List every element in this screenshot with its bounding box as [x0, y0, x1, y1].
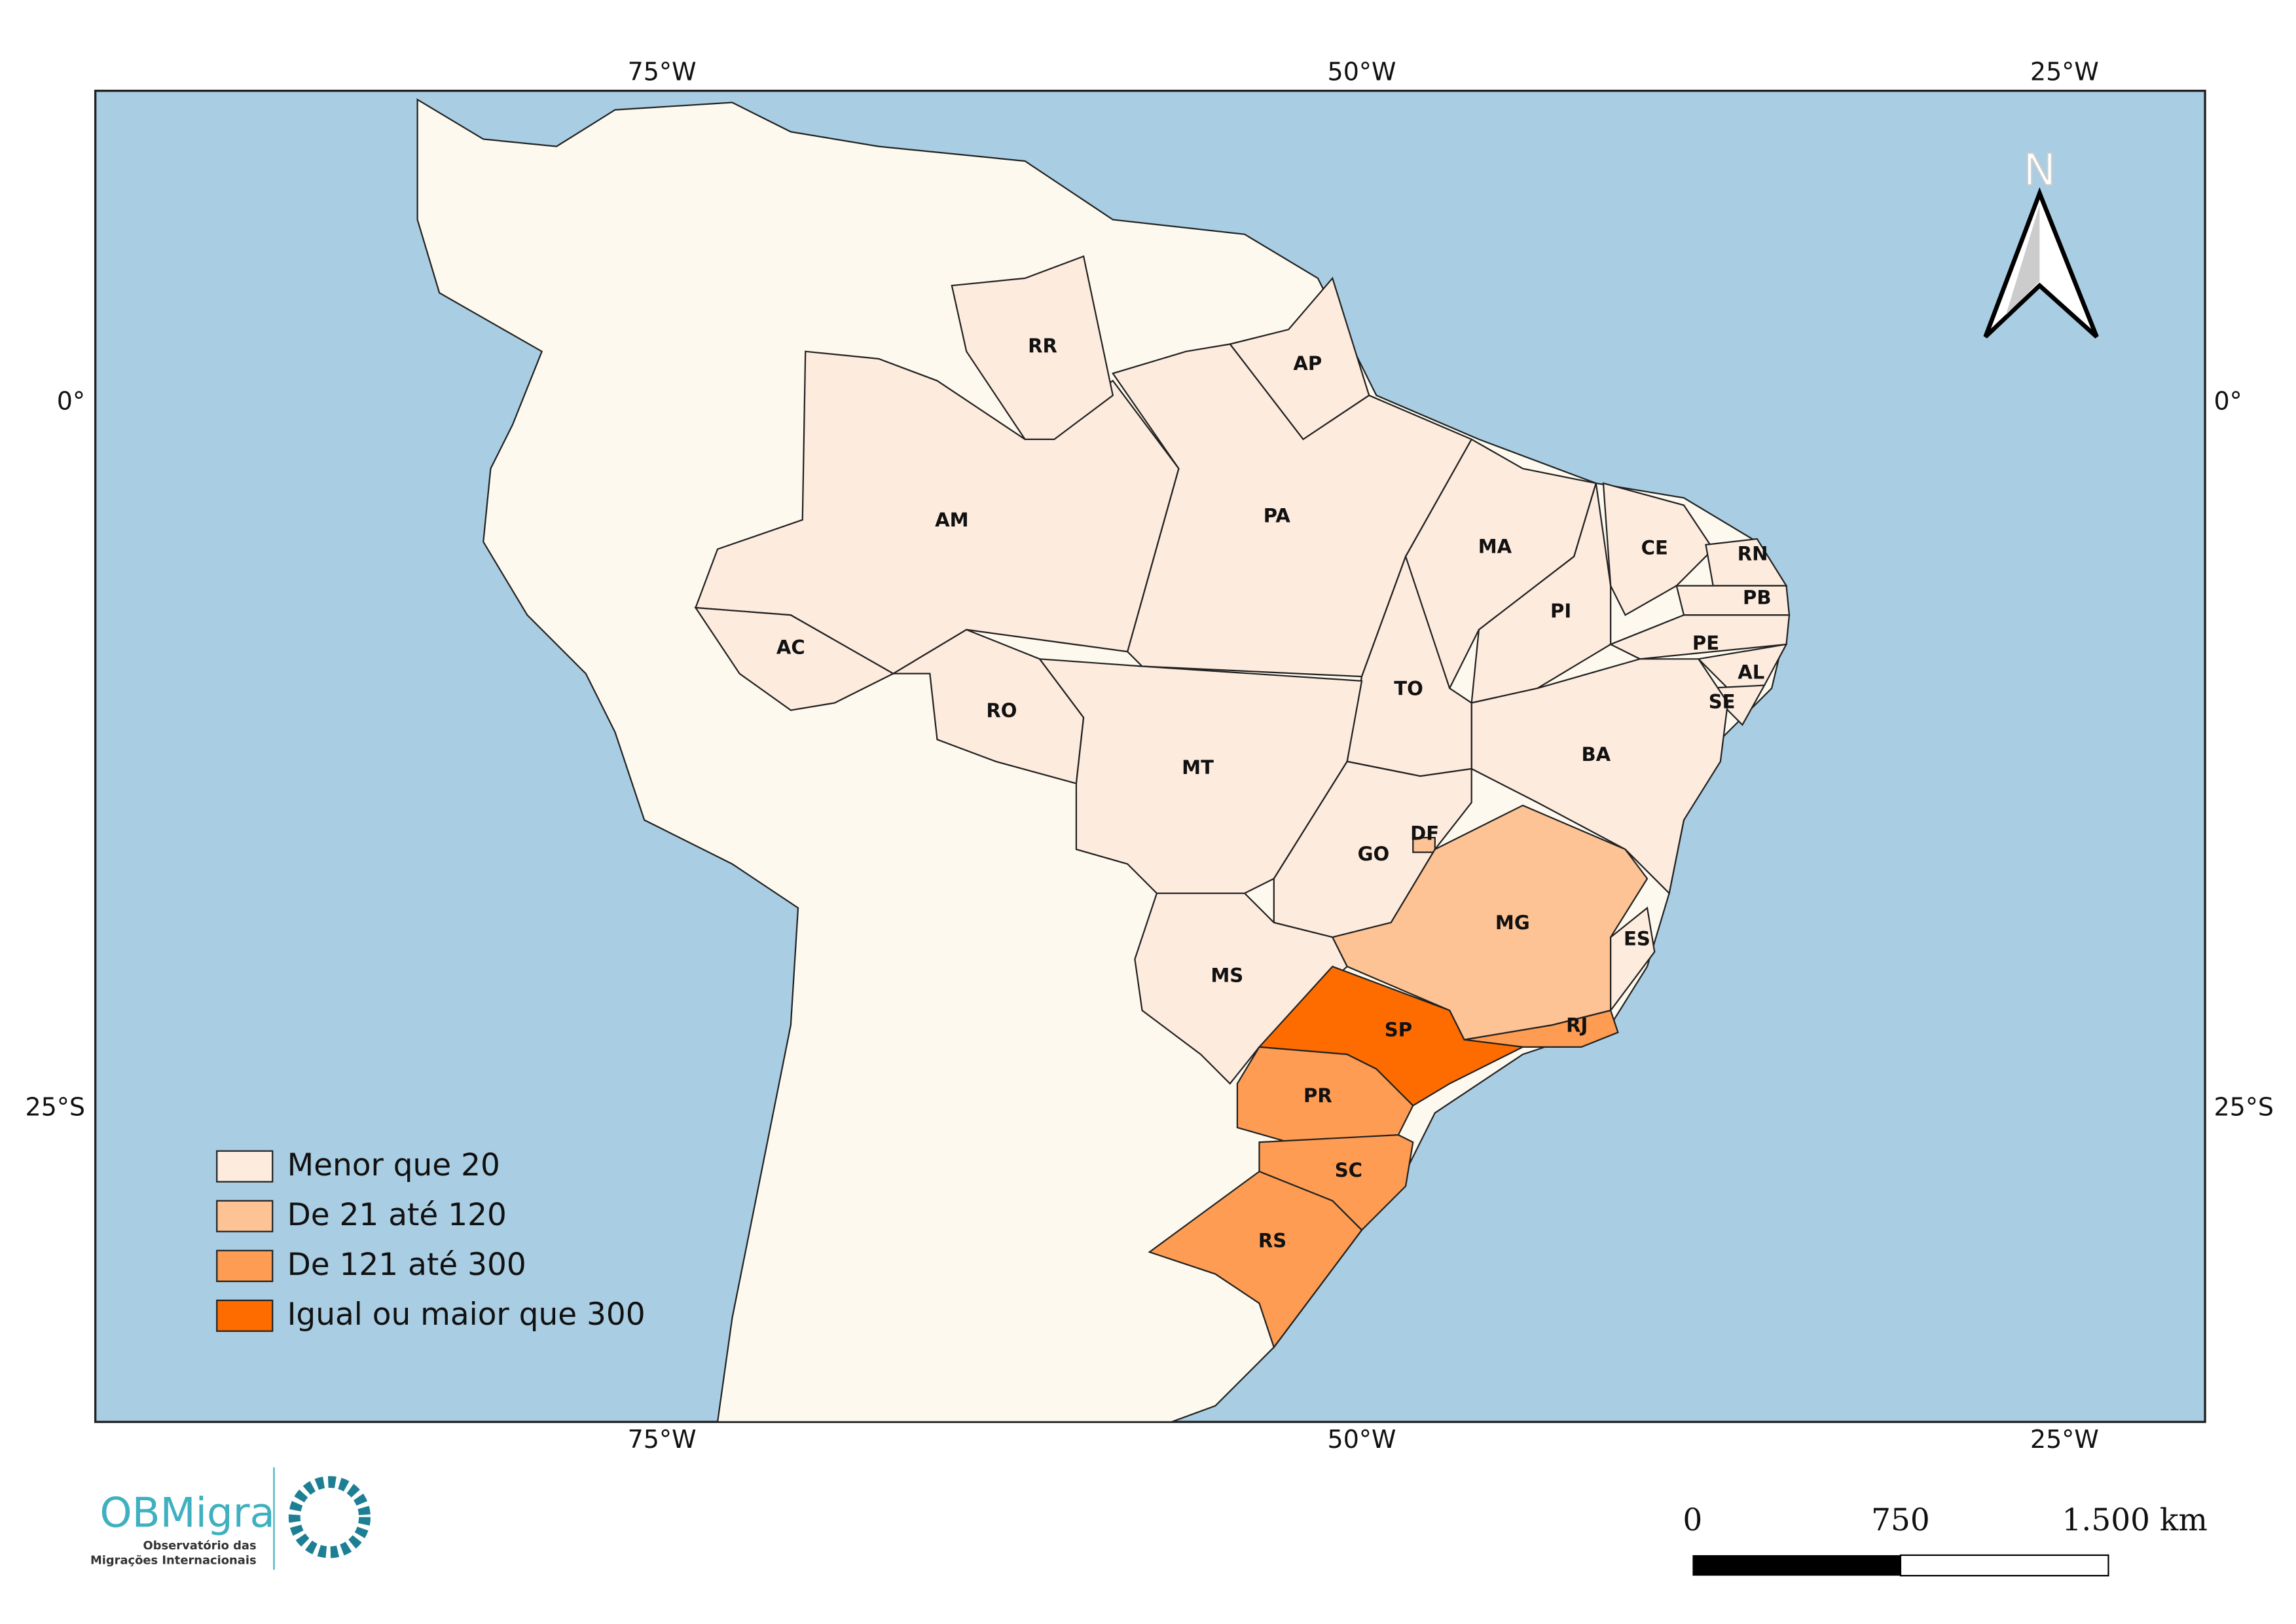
- legend-label: De 121 até 300: [287, 1247, 526, 1283]
- scale-bar: 0 750 1.500 km: [1683, 1502, 2208, 1577]
- state-label: TO: [1394, 677, 1423, 699]
- latitude-label: 0°: [2214, 386, 2242, 415]
- state-label: SE: [1709, 690, 1736, 712]
- state-label: SC: [1335, 1159, 1362, 1181]
- state-label: PA: [1264, 504, 1291, 526]
- state-label: CE: [1641, 537, 1668, 559]
- state-label: ES: [1624, 928, 1650, 950]
- state: [951, 255, 1114, 440]
- state-label: RR: [1028, 335, 1057, 357]
- longitude-label: 50°W: [1328, 1425, 1396, 1454]
- state: [1148, 1170, 1363, 1349]
- state: [1470, 658, 1729, 895]
- legend-label: Menor que 20: [287, 1147, 500, 1183]
- state-label: PB: [1743, 587, 1771, 609]
- state-label: RN: [1738, 543, 1768, 565]
- legend-swatch: [216, 1299, 274, 1332]
- latitude-label: 25°S: [25, 1092, 84, 1121]
- state-label: RJ: [1566, 1014, 1588, 1037]
- state-label: MS: [1211, 965, 1243, 987]
- state: [1609, 614, 1791, 660]
- state-label: PR: [1303, 1084, 1332, 1107]
- longitude-label: 25°W: [2030, 1425, 2099, 1454]
- legend-swatch: [216, 1150, 274, 1183]
- states: [694, 255, 1791, 1349]
- longitude-label: 25°W: [2030, 57, 2099, 86]
- scale-label: 750: [1871, 1502, 1930, 1538]
- state-label: MG: [1495, 912, 1530, 934]
- state-label: MA: [1478, 535, 1512, 557]
- state-label: BA: [1581, 743, 1611, 766]
- state-label: AC: [776, 637, 805, 659]
- legend-swatch: [216, 1200, 274, 1232]
- state: [1236, 1046, 1414, 1143]
- legend-swatch: [216, 1249, 274, 1282]
- legend-label: Igual ou maior que 300: [287, 1297, 646, 1333]
- state-label: RO: [986, 699, 1017, 722]
- state-label: SP: [1385, 1018, 1412, 1041]
- legend-label: De 21 até 120: [287, 1197, 507, 1233]
- state-label: GO: [1358, 843, 1390, 865]
- longitude-label: 75°W: [628, 1425, 697, 1454]
- latitude-label: 25°S: [2214, 1092, 2273, 1121]
- state: [694, 606, 895, 711]
- state-label: AM: [935, 509, 968, 531]
- logo-subtitle: Migrações Internacionais: [90, 1553, 257, 1567]
- state-label: AP: [1293, 352, 1322, 375]
- state: [1675, 585, 1791, 616]
- state-label: RS: [1258, 1229, 1286, 1251]
- north-arrow: N: [1983, 143, 2099, 339]
- latitude-label: 0°: [57, 386, 85, 415]
- scale-label: 0: [1683, 1502, 1702, 1538]
- north-label: N: [2023, 144, 2056, 195]
- state-label: PE: [1692, 632, 1719, 654]
- state: [1610, 906, 1656, 1013]
- logo-subtitle: Observatório das: [143, 1539, 257, 1553]
- state-label: AL: [1738, 661, 1764, 684]
- scale-label: 1.500 km: [2062, 1502, 2208, 1538]
- logo-name: OBMigra: [100, 1489, 275, 1537]
- logo: OBMigra Observatório das Migrações Inter…: [90, 1467, 371, 1570]
- state-label: PI: [1550, 600, 1571, 622]
- state-label: MT: [1182, 756, 1214, 779]
- longitude-label: 75°W: [628, 57, 697, 86]
- longitude-label: 50°W: [1328, 57, 1396, 86]
- state-label: DF: [1410, 822, 1439, 845]
